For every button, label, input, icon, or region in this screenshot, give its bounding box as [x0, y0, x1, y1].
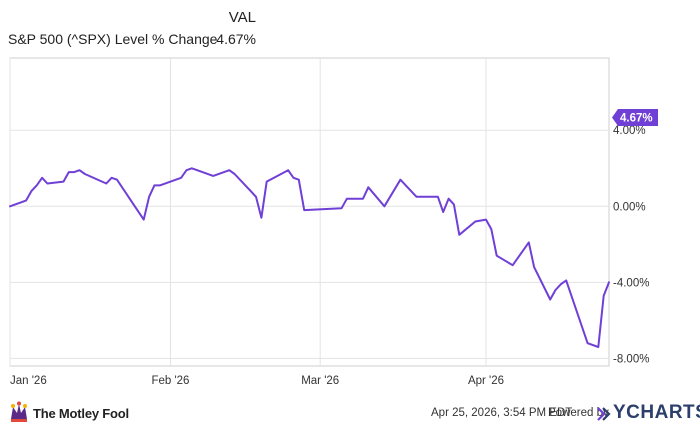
legend-column-header: VAL	[228, 9, 256, 26]
y-axis-ticks: 4.00% 0.00% -4.00% -8.00%	[613, 125, 649, 365]
legend-series-name[interactable]: S&P 500 (^SPX) Level % Change	[8, 31, 218, 47]
series-line[interactable]	[9, 167, 610, 348]
chart-footer: The Motley Fool Apr 25, 2026, 3:54 PM ED…	[0, 395, 700, 428]
end-value-label-group: 4.67%	[612, 109, 658, 127]
brand-name: The Motley Fool	[33, 405, 129, 421]
y-tick-label: -4.00%	[613, 277, 649, 289]
x-tick-label: Jan '26	[10, 375, 47, 387]
y-tick-label: 4.00%	[613, 125, 646, 137]
chart-legend: VAL S&P 500 (^SPX) Level % Change 4.67%	[0, 0, 700, 52]
ycharts-logo[interactable]: YCHARTS	[597, 402, 700, 424]
series-layer	[9, 167, 610, 348]
end-value-tag	[612, 109, 658, 127]
x-tick-label: Apr '26	[468, 375, 504, 387]
y-tick-label: -8.00%	[613, 353, 649, 365]
plot-area-border	[9, 57, 610, 367]
y-tick-label: 0.00%	[613, 201, 646, 213]
ycharts-wordmark: YCHARTS	[613, 402, 700, 423]
chart-gridlines	[9, 57, 610, 367]
ycharts-chevron-icon	[597, 407, 611, 421]
jester-cap-icon	[11, 401, 27, 422]
motley-fool-logo[interactable]: The Motley Fool	[8, 401, 129, 425]
x-tick-label: Mar '26	[301, 375, 339, 387]
line-chart[interactable]: 4.00% 0.00% -4.00% -8.00% Jan '26 Feb '26 Mar…	[0, 0, 700, 395]
powered-by-text: Powered by	[548, 407, 609, 419]
legend-series-value: 4.67%	[216, 31, 256, 47]
x-axis-ticks: Jan '26 Feb '26 Mar '26 Apr '26	[10, 375, 504, 387]
end-value-label: 4.67%	[620, 113, 653, 125]
x-tick-label: Feb '26	[151, 375, 189, 387]
chart-timestamp: Apr 25, 2026, 3:54 PM EDT	[431, 407, 573, 419]
